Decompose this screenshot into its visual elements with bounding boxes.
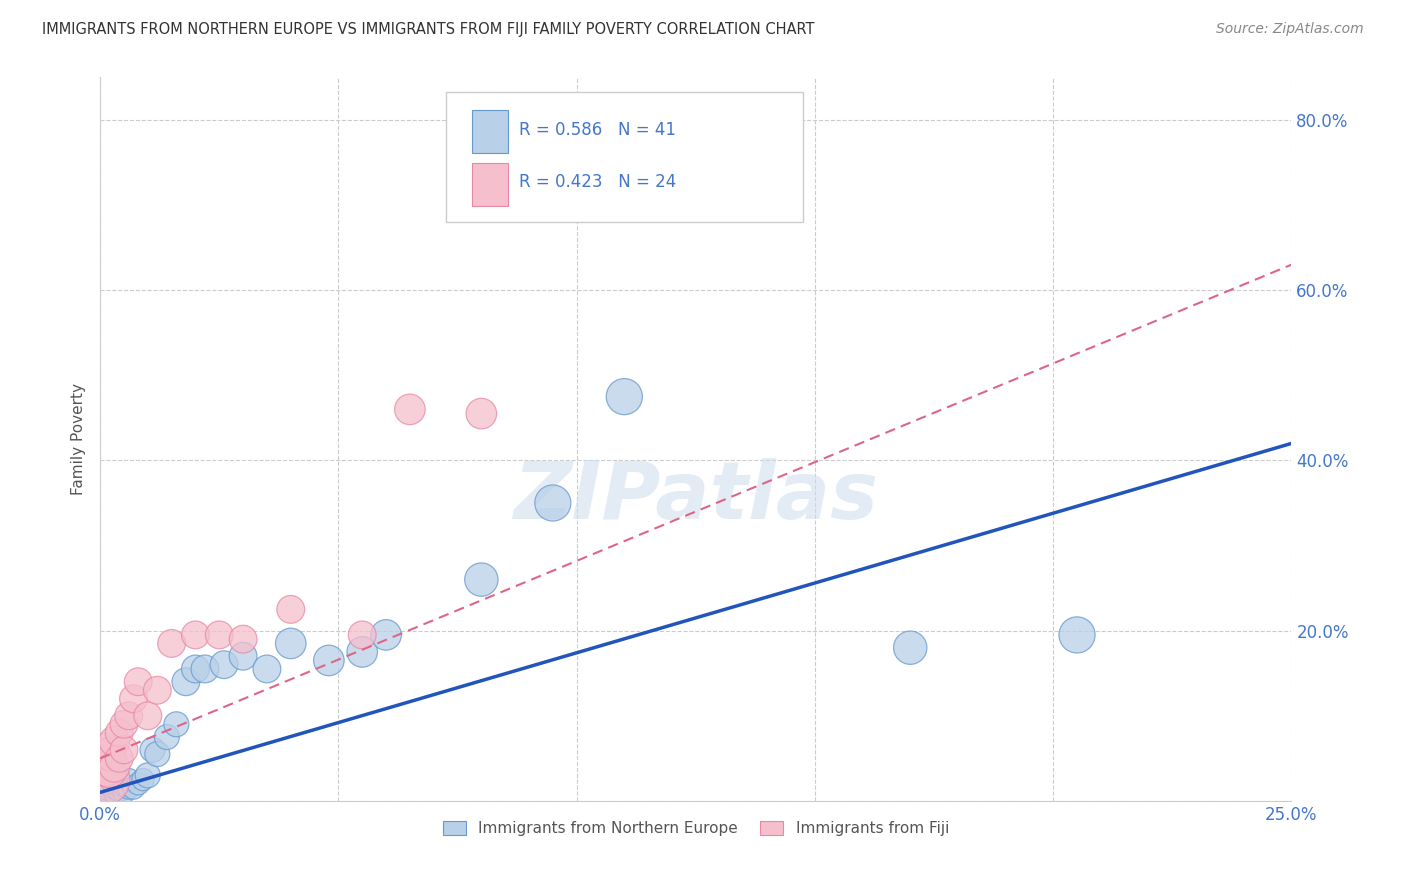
Point: [103, 734, 125, 748]
Point: [94, 777, 117, 791]
Point: [108, 751, 131, 765]
FancyBboxPatch shape: [446, 92, 803, 222]
Point: [132, 772, 155, 787]
Point: [94, 743, 117, 757]
Point: [184, 628, 207, 642]
Point: [103, 764, 125, 778]
Point: [280, 602, 302, 616]
Text: R = 0.586   N = 41: R = 0.586 N = 41: [519, 120, 676, 138]
Point: [375, 628, 398, 642]
Text: ZIPatlas: ZIPatlas: [513, 458, 879, 536]
Point: [98, 787, 121, 801]
Point: [541, 496, 564, 510]
Point: [256, 662, 278, 676]
Point: [613, 390, 636, 404]
Point: [94, 760, 117, 774]
Point: [127, 777, 149, 791]
Point: [112, 785, 135, 799]
Legend: Immigrants from Northern Europe, Immigrants from Fiji: Immigrants from Northern Europe, Immigra…: [434, 814, 956, 844]
Point: [108, 783, 131, 797]
Point: [160, 636, 183, 650]
Point: [103, 777, 125, 791]
Point: [98, 772, 121, 787]
Point: [232, 649, 254, 664]
Point: [94, 772, 117, 787]
Point: [118, 708, 141, 723]
Point: [122, 781, 145, 796]
Point: [112, 779, 135, 793]
Point: [1066, 628, 1088, 642]
Point: [165, 717, 187, 731]
Point: [103, 760, 125, 774]
Point: [352, 628, 374, 642]
Y-axis label: Family Poverty: Family Poverty: [72, 384, 86, 495]
Point: [146, 683, 169, 698]
Point: [112, 717, 135, 731]
Point: [898, 640, 921, 655]
Point: [122, 691, 145, 706]
Point: [136, 768, 159, 782]
Point: [108, 779, 131, 793]
Point: [470, 407, 492, 421]
Point: [118, 772, 141, 787]
Point: [136, 708, 159, 723]
Point: [118, 781, 141, 796]
Point: [98, 747, 121, 761]
Text: IMMIGRANTS FROM NORTHERN EUROPE VS IMMIGRANTS FROM FIJI FAMILY POVERTY CORRELATI: IMMIGRANTS FROM NORTHERN EUROPE VS IMMIG…: [42, 22, 814, 37]
Text: R = 0.423   N = 24: R = 0.423 N = 24: [519, 173, 676, 192]
FancyBboxPatch shape: [472, 110, 508, 153]
Point: [103, 781, 125, 796]
Point: [103, 785, 125, 799]
Point: [399, 402, 422, 417]
Point: [194, 662, 217, 676]
Point: [108, 726, 131, 740]
Point: [280, 636, 302, 650]
Point: [98, 783, 121, 797]
Point: [98, 779, 121, 793]
Point: [318, 653, 340, 667]
Point: [156, 730, 179, 744]
Point: [212, 657, 235, 672]
Point: [98, 764, 121, 778]
Point: [94, 781, 117, 796]
Point: [108, 772, 131, 787]
FancyBboxPatch shape: [472, 163, 508, 206]
Point: [470, 573, 492, 587]
Point: [232, 632, 254, 647]
Point: [184, 662, 207, 676]
Point: [208, 628, 231, 642]
Point: [352, 645, 374, 659]
Point: [141, 743, 163, 757]
Point: [127, 674, 149, 689]
Text: Source: ZipAtlas.com: Source: ZipAtlas.com: [1216, 22, 1364, 37]
Point: [146, 747, 169, 761]
Point: [112, 743, 135, 757]
Point: [174, 674, 197, 689]
Point: [94, 785, 117, 799]
